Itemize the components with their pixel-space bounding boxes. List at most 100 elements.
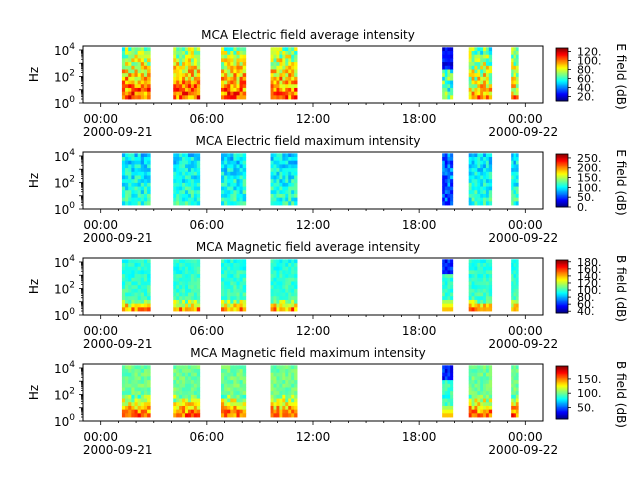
heatmap-cell	[236, 168, 240, 173]
heatmap-cell	[147, 197, 151, 202]
heatmap-cell	[447, 270, 451, 275]
heatmap-cell	[143, 303, 148, 308]
heatmap-cell	[143, 380, 148, 385]
heatmap-cell	[471, 58, 475, 63]
heatmap-cell	[485, 47, 490, 52]
heatmap-cell	[140, 391, 145, 396]
heatmap-cell	[121, 179, 126, 184]
heatmap-cell	[471, 405, 475, 411]
heatmap-cell	[474, 54, 478, 59]
heatmap-cell	[483, 47, 487, 52]
heatmap-cell	[147, 277, 151, 282]
heatmap-cell	[125, 182, 129, 187]
heatmap-cell	[450, 84, 454, 89]
heatmap-cell	[134, 190, 139, 195]
colorbar-band	[556, 377, 568, 380]
heatmap-cell	[147, 409, 151, 414]
heatmap-cell	[513, 84, 517, 89]
heatmap-cell	[143, 58, 148, 63]
heatmap-cell	[270, 369, 274, 374]
heatmap-cell	[187, 277, 192, 282]
heatmap-cell	[291, 197, 295, 202]
heatmap-cell	[193, 281, 198, 286]
heatmap-cell	[444, 201, 448, 206]
heatmap-cell	[193, 299, 198, 305]
colorbar-band	[556, 66, 568, 69]
heatmap-cell	[128, 365, 132, 370]
heatmap-cell	[242, 398, 247, 403]
heatmap-cell	[242, 369, 247, 374]
heatmap-cell	[515, 76, 519, 81]
heatmap-cell	[474, 383, 478, 388]
heatmap-segment	[442, 259, 454, 312]
heatmap-segment	[468, 259, 493, 312]
heatmap-cell	[193, 288, 198, 293]
heatmap-cell	[282, 307, 286, 312]
heatmap-cell	[137, 160, 142, 165]
heatmap-cell	[121, 413, 126, 418]
heatmap-cell	[173, 365, 177, 370]
heatmap-cell	[134, 186, 139, 191]
heatmap-cell	[185, 201, 189, 206]
heatmap-cell	[513, 303, 517, 308]
heatmap-cell	[480, 285, 484, 290]
heatmap-cell	[276, 171, 280, 176]
heatmap-cell	[233, 76, 237, 81]
heatmap-cell	[270, 266, 274, 271]
heatmap-cell	[125, 80, 129, 85]
heatmap-cell	[488, 95, 493, 100]
heatmap-cell	[221, 193, 225, 199]
heatmap-cell	[173, 296, 177, 301]
heatmap-cell	[471, 168, 475, 173]
heatmap-cell	[173, 51, 177, 56]
heatmap-cell	[227, 84, 231, 89]
heatmap-cell	[143, 281, 148, 286]
heatmap-cell	[276, 292, 280, 297]
colorbar-band	[556, 269, 568, 271]
heatmap-cell	[227, 413, 231, 418]
heatmap-cell	[134, 171, 139, 176]
heatmap-cell	[485, 409, 490, 414]
heatmap-cell	[444, 266, 448, 271]
heatmap-cell	[513, 413, 517, 418]
heatmap-cell	[444, 270, 448, 275]
heatmap-cell	[474, 160, 478, 165]
heatmap-cell	[515, 365, 519, 370]
heatmap-cell	[242, 376, 247, 381]
heatmap-cell	[137, 175, 142, 180]
colorbar-band	[556, 311, 568, 314]
heatmap-cell	[227, 288, 231, 293]
heatmap-cell	[233, 153, 237, 158]
heatmap-cell	[239, 259, 244, 264]
heatmap-cell	[291, 303, 295, 308]
y-axis-label: Hz	[27, 173, 41, 188]
heatmap-cell	[239, 190, 244, 195]
heatmap-cell	[131, 95, 135, 100]
heatmap-cell	[193, 193, 198, 199]
colorbar-band	[556, 167, 568, 169]
heatmap-cell	[285, 69, 289, 74]
heatmap-cell	[147, 69, 151, 74]
heatmap-cell	[196, 281, 201, 286]
heatmap-cell	[221, 383, 225, 388]
heatmap-cell	[185, 394, 189, 399]
heatmap-cell	[128, 263, 132, 268]
heatmap-cell	[444, 285, 448, 290]
x-tick-label: 12:00	[296, 430, 331, 444]
colorbar-band	[556, 271, 568, 274]
heatmap-cell	[185, 285, 189, 290]
heatmap-cell	[485, 153, 490, 158]
heatmap-cell	[471, 296, 475, 301]
heatmap-cell	[230, 87, 234, 93]
heatmap-segment	[511, 259, 519, 312]
heatmap-cell	[221, 84, 225, 89]
heatmap-cell	[187, 365, 192, 370]
heatmap-cell	[187, 91, 192, 96]
heatmap-cell	[294, 277, 298, 282]
heatmap-cell	[224, 80, 228, 85]
heatmap-cell	[176, 84, 180, 89]
heatmap-cell	[511, 299, 514, 305]
colorbar-band	[556, 401, 568, 404]
heatmap-cell	[442, 409, 446, 414]
heatmap-cell	[513, 405, 517, 411]
